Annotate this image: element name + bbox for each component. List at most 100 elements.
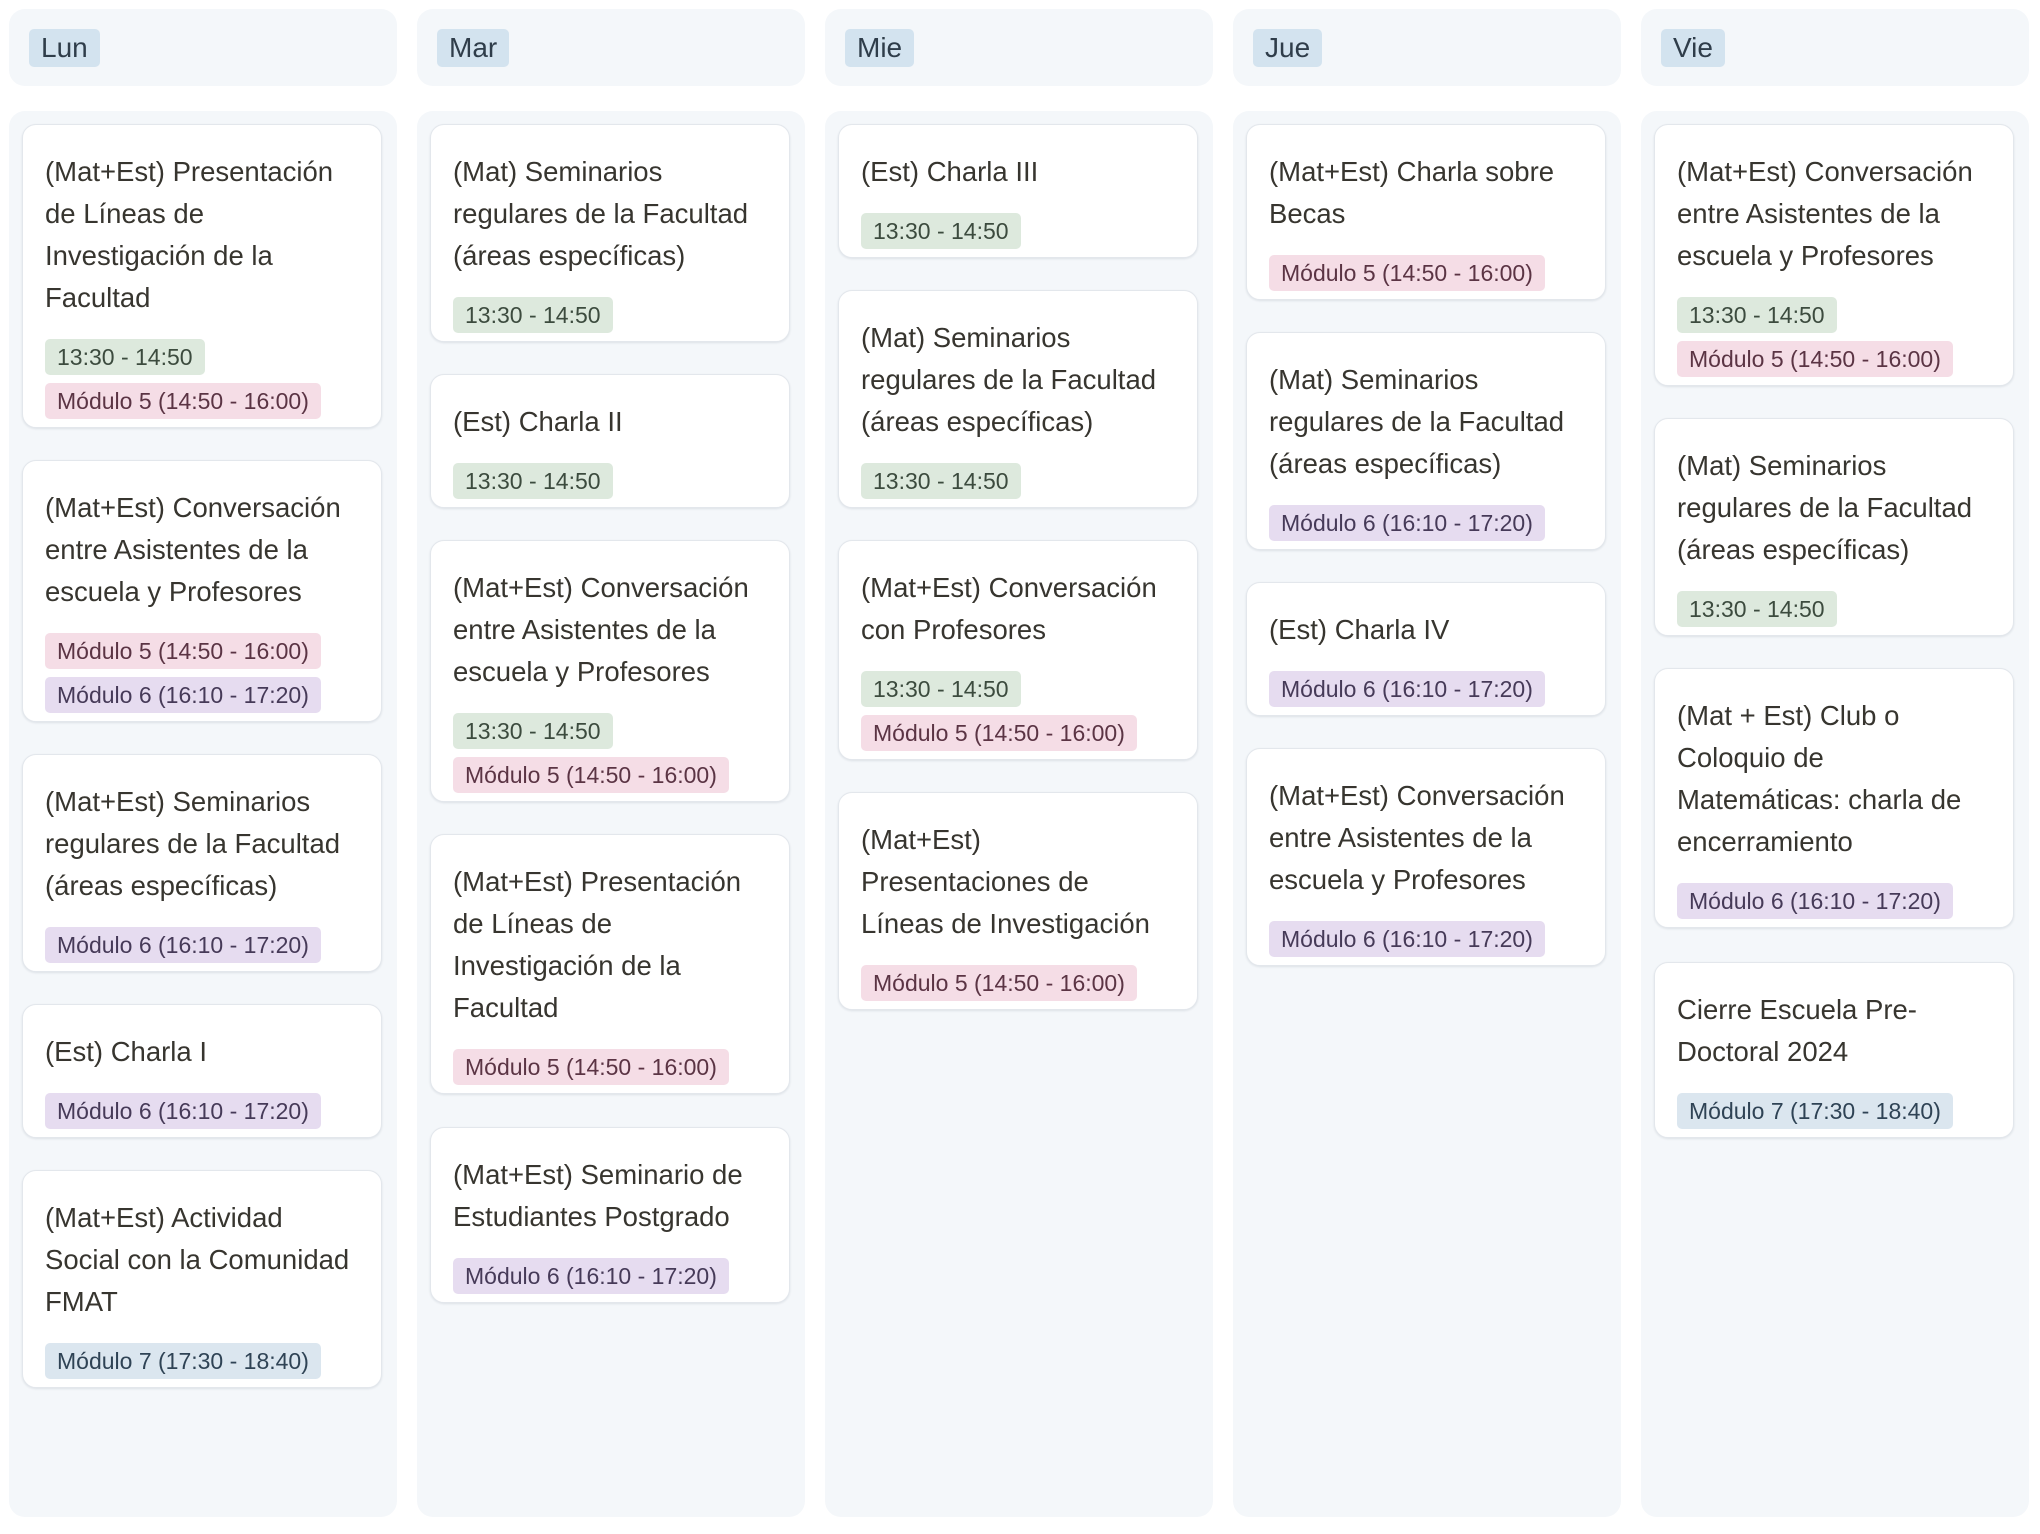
card[interactable]: (Est) Charla III 13:30 - 14:50: [838, 124, 1198, 258]
card-title: (Est) Charla II: [453, 406, 623, 437]
column-body: (Mat+Est) Presentación de Líneas de Inve…: [9, 111, 397, 1517]
card-tags: 13:30 - 14:50 Módulo 5 (14:50 - 16:00): [453, 713, 769, 793]
card[interactable]: (Est) Charla IV Módulo 6 (16:10 - 17:20): [1246, 582, 1606, 716]
card-tags: Módulo 6 (16:10 - 17:20): [1269, 505, 1585, 541]
column-title: Lun: [29, 29, 100, 67]
tag-time: 13:30 - 14:50: [1677, 297, 1837, 333]
column-header[interactable]: Mar: [417, 9, 805, 86]
tag-modulo-5: Módulo 5 (14:50 - 16:00): [453, 757, 729, 793]
card-title: (Mat+Est) Conversación con Profesores: [861, 572, 1157, 645]
tag-modulo-5: Módulo 5 (14:50 - 16:00): [1677, 341, 1953, 377]
tag-time: 13:30 - 14:50: [453, 463, 613, 499]
tag-time: 13:30 - 14:50: [45, 339, 205, 375]
tag-modulo-6: Módulo 6 (16:10 - 17:20): [1269, 671, 1545, 707]
tag-modulo-5: Módulo 5 (14:50 - 16:00): [861, 715, 1137, 751]
column-body: (Mat) Seminarios regulares de la Faculta…: [417, 111, 805, 1517]
card-tags: Módulo 6 (16:10 - 17:20): [1677, 883, 1993, 919]
tag-time: 13:30 - 14:50: [861, 671, 1021, 707]
tag-modulo-6: Módulo 6 (16:10 - 17:20): [1269, 505, 1545, 541]
card[interactable]: (Mat) Seminarios regulares de la Faculta…: [430, 124, 790, 342]
card[interactable]: (Mat+Est) Conversación con Profesores 13…: [838, 540, 1198, 760]
card-tags: Módulo 6 (16:10 - 17:20): [1269, 671, 1585, 707]
column-header[interactable]: Lun: [9, 9, 397, 86]
card-title: (Mat) Seminarios regulares de la Faculta…: [1269, 364, 1565, 479]
card-title: (Mat+Est) Actividad Social con la Comuni…: [45, 1202, 350, 1317]
column-body: (Mat+Est) Charla sobre Becas Módulo 5 (1…: [1233, 111, 1621, 1517]
card[interactable]: (Mat) Seminarios regulares de la Faculta…: [838, 290, 1198, 508]
card-title: (Mat+Est) Conversación entre Asistentes …: [1677, 156, 1973, 271]
card[interactable]: (Mat) Seminarios regulares de la Faculta…: [1654, 418, 2014, 636]
card[interactable]: Cierre Escuela Pre-Doctoral 2024 Módulo …: [1654, 962, 2014, 1138]
card-tags: 13:30 - 14:50 Módulo 5 (14:50 - 16:00): [861, 671, 1177, 751]
card-title: (Mat+Est) Seminario de Estudiantes Postg…: [453, 1159, 743, 1232]
card[interactable]: (Mat+Est) Presentación de Líneas de Inve…: [22, 124, 382, 428]
card-title: (Mat + Est) Club o Coloquio de Matemátic…: [1677, 700, 1962, 857]
card[interactable]: (Mat+Est) Conversación entre Asistentes …: [1246, 748, 1606, 966]
card[interactable]: (Est) Charla I Módulo 6 (16:10 - 17:20): [22, 1004, 382, 1138]
card-tags: Módulo 5 (14:50 - 16:00): [453, 1049, 769, 1085]
card[interactable]: (Mat+Est) Conversación entre Asistentes …: [22, 460, 382, 722]
card-tags: Módulo 6 (16:10 - 17:20): [45, 927, 361, 963]
card-tags: 13:30 - 14:50 Módulo 5 (14:50 - 16:00): [45, 339, 361, 419]
tag-modulo-6: Módulo 6 (16:10 - 17:20): [1269, 921, 1545, 957]
card-title: (Mat+Est) Conversación entre Asistentes …: [453, 572, 749, 687]
card-tags: 13:30 - 14:50 Módulo 5 (14:50 - 16:00): [1677, 297, 1993, 377]
column-title: Vie: [1661, 29, 1725, 67]
tag-time: 13:30 - 14:50: [861, 213, 1021, 249]
card-title: (Mat) Seminarios regulares de la Faculta…: [1677, 450, 1973, 565]
tag-time: 13:30 - 14:50: [1677, 591, 1837, 627]
card-tags: Módulo 6 (16:10 - 17:20): [1269, 921, 1585, 957]
card[interactable]: (Mat+Est) Presentaciones de Líneas de In…: [838, 792, 1198, 1010]
card-tags: Módulo 5 (14:50 - 16:00) Módulo 6 (16:10…: [45, 633, 361, 713]
tag-modulo-5: Módulo 5 (14:50 - 16:00): [1269, 255, 1545, 291]
card-title: (Mat+Est) Seminarios regulares de la Fac…: [45, 786, 341, 901]
card[interactable]: (Mat+Est) Presentación de Líneas de Inve…: [430, 834, 790, 1094]
column-title: Mie: [845, 29, 915, 67]
tag-modulo-5: Módulo 5 (14:50 - 16:00): [45, 633, 321, 669]
card-tags: Módulo 5 (14:50 - 16:00): [861, 965, 1177, 1001]
card[interactable]: (Mat) Seminarios regulares de la Faculta…: [1246, 332, 1606, 550]
column-title: Mar: [437, 29, 510, 67]
card-title: (Mat+Est) Conversación entre Asistentes …: [45, 492, 341, 607]
card-tags: Módulo 6 (16:10 - 17:20): [45, 1093, 361, 1129]
card-tags: Módulo 7 (17:30 - 18:40): [45, 1343, 361, 1379]
card-tags: 13:30 - 14:50: [453, 297, 769, 333]
tag-modulo-6: Módulo 6 (16:10 - 17:20): [45, 1093, 321, 1129]
card-title: (Mat+Est) Presentación de Líneas de Inve…: [453, 866, 742, 1023]
card[interactable]: (Mat+Est) Charla sobre Becas Módulo 5 (1…: [1246, 124, 1606, 300]
card[interactable]: (Mat+Est) Actividad Social con la Comuni…: [22, 1170, 382, 1388]
card-tags: 13:30 - 14:50: [861, 463, 1177, 499]
tag-modulo-7: Módulo 7 (17:30 - 18:40): [1677, 1093, 1953, 1129]
column-header[interactable]: Jue: [1233, 9, 1621, 86]
card-title: (Est) Charla I: [45, 1036, 207, 1067]
tag-modulo-6: Módulo 6 (16:10 - 17:20): [45, 677, 321, 713]
card-tags: Módulo 5 (14:50 - 16:00): [1269, 255, 1585, 291]
column-header[interactable]: Vie: [1641, 9, 2029, 86]
tag-modulo-6: Módulo 6 (16:10 - 17:20): [453, 1258, 729, 1294]
tag-time: 13:30 - 14:50: [453, 713, 613, 749]
card-tags: Módulo 7 (17:30 - 18:40): [1677, 1093, 1993, 1129]
tag-modulo-6: Módulo 6 (16:10 - 17:20): [45, 927, 321, 963]
column-header[interactable]: Mie: [825, 9, 1213, 86]
card-title: (Mat+Est) Presentaciones de Líneas de In…: [861, 824, 1150, 939]
card-title: (Mat) Seminarios regulares de la Faculta…: [861, 322, 1157, 437]
tag-modulo-5: Módulo 5 (14:50 - 16:00): [453, 1049, 729, 1085]
card-title: (Mat+Est) Charla sobre Becas: [1269, 156, 1555, 229]
card[interactable]: (Mat+Est) Seminarios regulares de la Fac…: [22, 754, 382, 972]
card-tags: 13:30 - 14:50: [1677, 591, 1993, 627]
card[interactable]: (Mat + Est) Club o Coloquio de Matemátic…: [1654, 668, 2014, 928]
tag-modulo-5: Módulo 5 (14:50 - 16:00): [861, 965, 1137, 1001]
tag-modulo-5: Módulo 5 (14:50 - 16:00): [45, 383, 321, 419]
card-title: Cierre Escuela Pre-Doctoral 2024: [1677, 994, 1917, 1067]
card-title: (Est) Charla III: [861, 156, 1039, 187]
card[interactable]: (Est) Charla II 13:30 - 14:50: [430, 374, 790, 508]
tag-time: 13:30 - 14:50: [861, 463, 1021, 499]
card[interactable]: (Mat+Est) Conversación entre Asistentes …: [1654, 124, 2014, 386]
card[interactable]: (Mat+Est) Seminario de Estudiantes Postg…: [430, 1127, 790, 1303]
card-title: (Mat+Est) Conversación entre Asistentes …: [1269, 780, 1565, 895]
card-tags: Módulo 6 (16:10 - 17:20): [453, 1258, 769, 1294]
column-body: (Est) Charla III 13:30 - 14:50 (Mat) Sem…: [825, 111, 1213, 1517]
card[interactable]: (Mat+Est) Conversación entre Asistentes …: [430, 540, 790, 802]
tag-time: 13:30 - 14:50: [453, 297, 613, 333]
